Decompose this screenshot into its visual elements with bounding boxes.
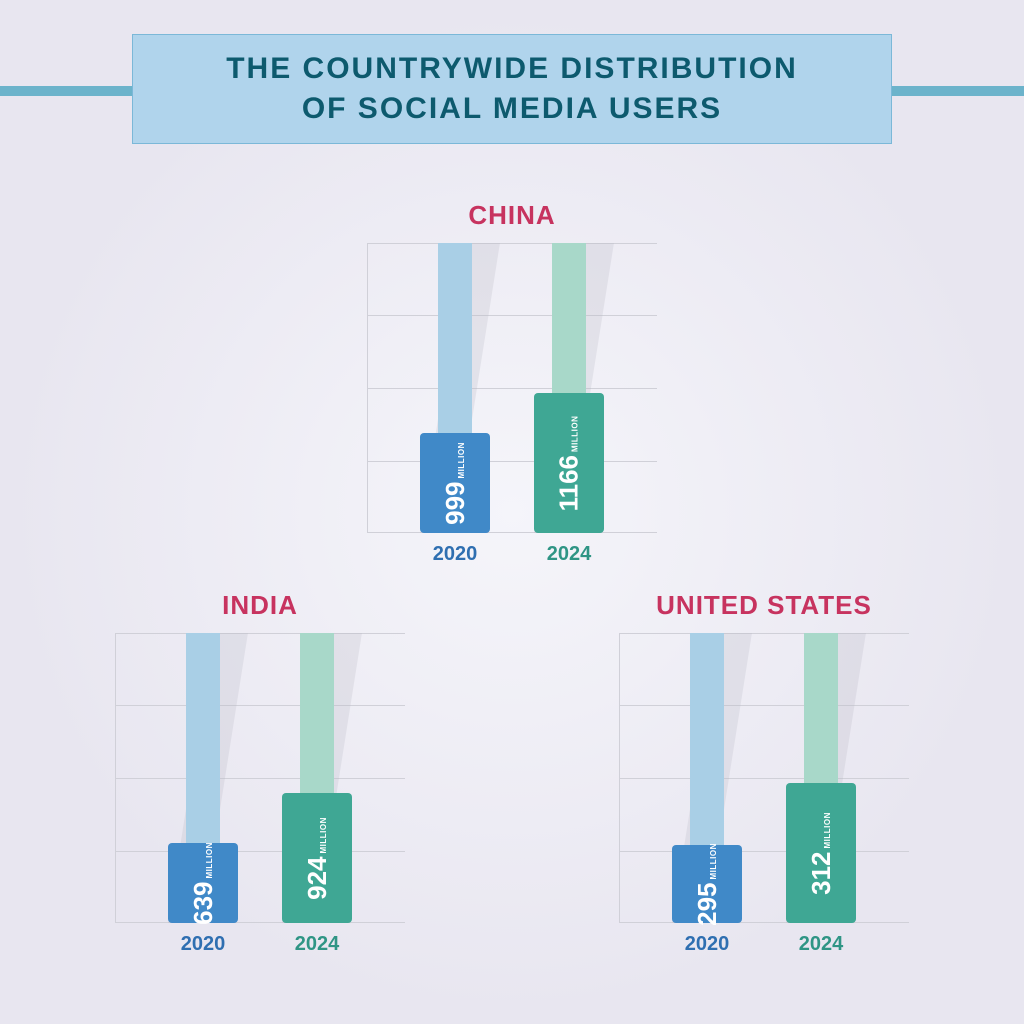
xlabel-2020: 2020 [672, 933, 742, 956]
chart-india: INDIA 639 MILLION 924 [100, 590, 420, 956]
chart-area-india: 639 MILLION 924 MILLION [115, 633, 405, 923]
bar-label: 639 MILLION [188, 842, 219, 925]
country-title-us: UNITED STATES [604, 590, 924, 621]
banner-rule-left [0, 86, 140, 96]
xlabel-2024: 2024 [786, 933, 856, 956]
xlabels: 2020 2024 [115, 933, 405, 956]
bar-label: 1166 MILLION [554, 415, 585, 511]
bar-front: 312 MILLION [786, 783, 856, 923]
bar-front: 1166 MILLION [534, 393, 604, 533]
xlabels: 2020 2024 [619, 933, 909, 956]
xlabels: 2020 2024 [367, 543, 657, 566]
bar-label: 999 MILLION [440, 442, 471, 525]
chart-china: CHINA 999 MILLION 1166 [352, 200, 672, 566]
banner-rule-right [884, 86, 1024, 96]
country-title-india: INDIA [100, 590, 420, 621]
chart-area-us: 295 MILLION 312 MILLION [619, 633, 909, 923]
bar-front: 639 MILLION [168, 843, 238, 923]
bars: 639 MILLION 924 MILLION [115, 633, 405, 923]
bar-front: 295 MILLION [672, 845, 742, 923]
chart-area-china: 999 MILLION 1166 MILLION [367, 243, 657, 533]
bar-india-2024: 924 MILLION [282, 633, 352, 923]
chart-us: UNITED STATES 295 MILLION [604, 590, 924, 956]
xlabel-2020: 2020 [420, 543, 490, 566]
bar-china-2024: 1166 MILLION [534, 243, 604, 533]
bar-label: 924 MILLION [302, 817, 333, 900]
bars: 999 MILLION 1166 MILLION [367, 243, 657, 533]
xlabel-2024: 2024 [534, 543, 604, 566]
bar-us-2020: 295 MILLION [672, 633, 742, 923]
bar-front: 924 MILLION [282, 793, 352, 923]
title-banner: THE COUNTRYWIDE DISTRIBUTION OF SOCIAL M… [132, 34, 892, 144]
bar-india-2020: 639 MILLION [168, 633, 238, 923]
title-line-2: OF SOCIAL MEDIA USERS [302, 89, 722, 130]
bar-label: 312 MILLION [806, 812, 837, 895]
xlabel-2020: 2020 [168, 933, 238, 956]
bars: 295 MILLION 312 MILLION [619, 633, 909, 923]
bar-label: 295 MILLION [692, 843, 723, 926]
title-line-1: THE COUNTRYWIDE DISTRIBUTION [226, 49, 798, 90]
bar-us-2024: 312 MILLION [786, 633, 856, 923]
bar-front: 999 MILLION [420, 433, 490, 533]
bar-china-2020: 999 MILLION [420, 243, 490, 533]
country-title-china: CHINA [352, 200, 672, 231]
xlabel-2024: 2024 [282, 933, 352, 956]
